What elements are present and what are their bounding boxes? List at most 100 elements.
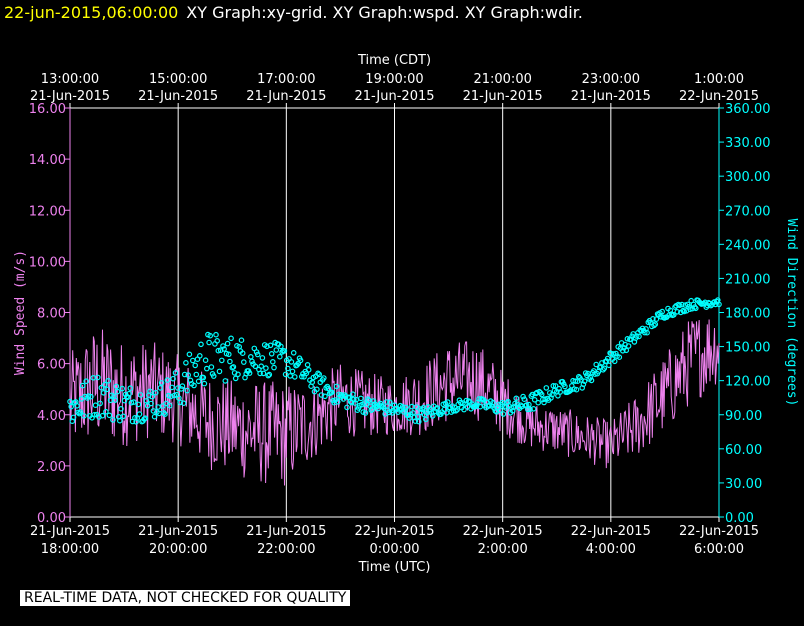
quality-notice: REAL-TIME DATA, NOT CHECKED FOR QUALITY — [20, 590, 351, 606]
wdir-point — [166, 402, 173, 409]
wdir-point — [267, 342, 274, 349]
wdir-point — [213, 331, 219, 338]
wdir-point — [110, 417, 116, 423]
wdir-point — [230, 364, 237, 370]
wdir-point — [457, 399, 464, 406]
bottom-tick-label: 22-Jun-2015 — [571, 524, 651, 539]
wdir-point — [282, 371, 289, 378]
wdir-point — [465, 398, 472, 404]
wdir-point — [403, 404, 409, 411]
wdir-point — [235, 371, 241, 378]
top-tick-label: 15:00:00 — [149, 72, 207, 87]
wdir-point — [692, 305, 699, 312]
right-tick-label: 120.00 — [725, 375, 771, 390]
wdir-point — [636, 333, 642, 340]
wdir-point — [179, 383, 186, 389]
wdir-point — [513, 395, 520, 402]
wdir-point — [387, 399, 393, 406]
wdir-point — [191, 382, 197, 389]
wdir-point — [603, 358, 610, 364]
wdir-point — [175, 385, 181, 391]
right-tick-label: 0.00 — [725, 511, 754, 526]
top-tick-label: 21-Jun-2015 — [138, 89, 218, 104]
wdir-point — [580, 381, 587, 388]
wdir-point — [412, 418, 419, 424]
top-tick-label: 21-Jun-2015 — [30, 89, 110, 104]
wdir-point — [651, 322, 657, 329]
wdir-point — [79, 382, 86, 389]
wdir-point — [190, 357, 196, 364]
wdir-point — [113, 383, 120, 390]
wdir-point — [265, 372, 272, 379]
wdir-point — [613, 350, 619, 357]
wdir-point — [147, 388, 153, 395]
wdir-point — [259, 355, 266, 361]
wdir-point — [383, 399, 390, 405]
wdir-point — [650, 315, 656, 322]
wdir-point — [370, 398, 377, 404]
wdir-point — [572, 378, 579, 385]
wdir-point — [164, 377, 171, 383]
wdir-point — [550, 382, 557, 389]
wdir-point — [555, 392, 561, 399]
wdir-point — [201, 380, 208, 387]
wdir-point — [85, 393, 92, 399]
wdir-point — [121, 397, 128, 404]
right-tick-label: 90.00 — [725, 409, 762, 424]
wdir-point — [260, 370, 267, 377]
wdir-point — [444, 399, 451, 405]
wdir-point — [257, 370, 263, 377]
wdir-point — [263, 365, 269, 371]
wdir-point — [81, 413, 87, 419]
wdir-point — [414, 413, 421, 420]
wdir-point — [422, 416, 429, 423]
wdir-point — [334, 398, 341, 405]
wdir-point — [227, 358, 233, 365]
wdir-point — [364, 396, 371, 402]
wdir-point — [119, 385, 126, 392]
bottom-tick-label: 18:00:00 — [41, 542, 99, 557]
wdir-point — [128, 399, 135, 406]
wdir-point — [99, 412, 106, 419]
top-tick-label: 21:00:00 — [473, 72, 531, 87]
wdir-point — [349, 391, 356, 398]
wdir-point — [181, 371, 188, 378]
wdir-point — [542, 396, 549, 402]
top-tick-label: 13:00:00 — [41, 72, 99, 87]
wdir-point — [269, 358, 276, 365]
wdir-point — [557, 389, 564, 395]
left-tick-label: 10.00 — [29, 255, 66, 270]
wdir-point — [157, 385, 164, 391]
wdir-point — [679, 301, 685, 308]
wdir-point — [232, 375, 239, 382]
wdir-point — [195, 378, 202, 385]
wdir-point — [206, 339, 212, 346]
wdir-point — [290, 349, 297, 356]
wdir-point — [197, 352, 203, 359]
wdir-point — [248, 353, 254, 360]
left-tick-label: 4.00 — [37, 409, 66, 424]
top-tick-label: 21-Jun-2015 — [571, 89, 651, 104]
bottom-tick-label: 2:00:00 — [478, 542, 528, 557]
wdir-point — [691, 304, 698, 310]
wdir-point — [514, 401, 521, 408]
wdir-point — [315, 370, 321, 377]
wdir-point — [653, 316, 660, 322]
wdir-point — [320, 375, 327, 381]
wdir-point — [644, 329, 650, 336]
wdir-point — [434, 405, 441, 411]
wdir-point — [91, 411, 98, 418]
wdir-point — [193, 371, 200, 378]
bottom-tick-label: 21-Jun-2015 — [30, 524, 110, 539]
wdir-point — [268, 350, 275, 357]
wdir-point — [106, 412, 113, 419]
wdir-point — [210, 373, 217, 379]
wdir-point — [118, 405, 124, 412]
wdir-point — [135, 401, 142, 408]
wdir-point — [183, 359, 189, 366]
series-wdir-markers — [67, 297, 722, 425]
wdir-point — [573, 386, 580, 393]
wdir-point — [222, 378, 229, 384]
wdir-point — [158, 380, 165, 386]
wdir-point — [200, 374, 207, 381]
